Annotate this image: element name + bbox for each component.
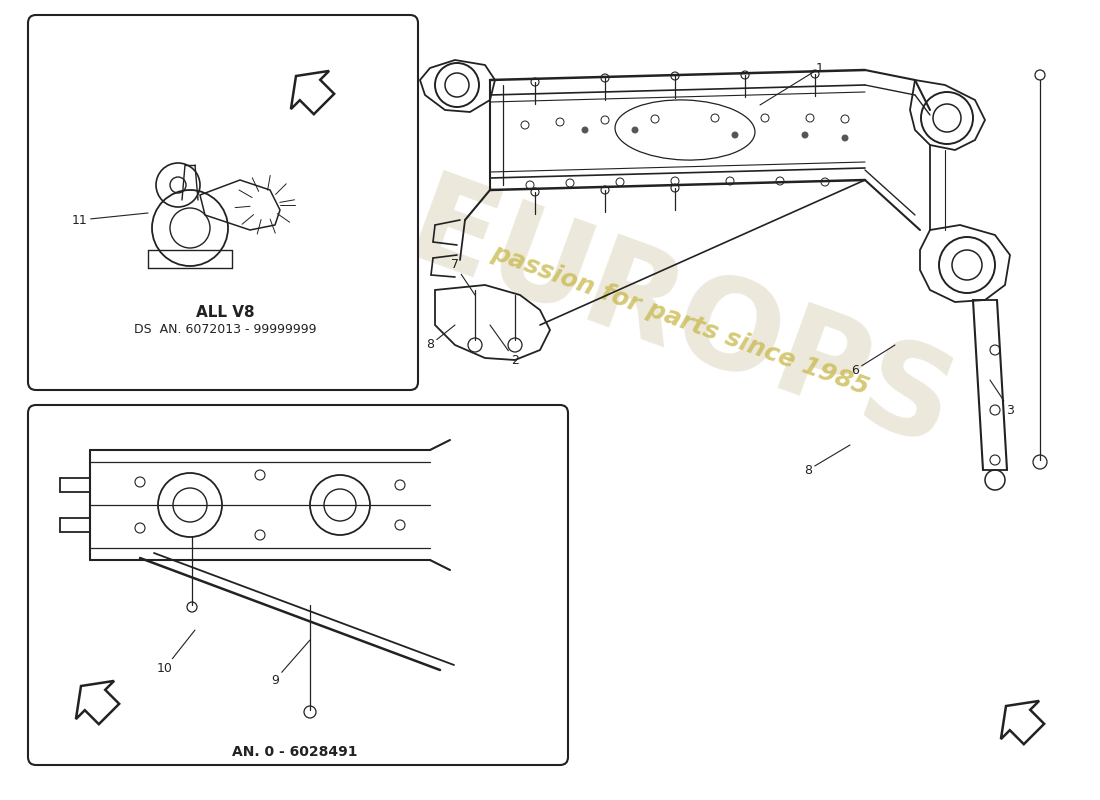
Text: passion for parts since 1985: passion for parts since 1985 (488, 240, 872, 400)
Circle shape (632, 127, 638, 133)
Circle shape (732, 132, 738, 138)
Text: DS  AN. 6072013 - 99999999: DS AN. 6072013 - 99999999 (134, 323, 317, 336)
Polygon shape (290, 71, 334, 114)
Text: EUROPS: EUROPS (390, 166, 969, 474)
Text: 7: 7 (451, 258, 475, 295)
Text: AN. 0 - 6028491: AN. 0 - 6028491 (232, 745, 358, 759)
Circle shape (842, 135, 848, 141)
FancyBboxPatch shape (28, 15, 418, 390)
Polygon shape (76, 681, 119, 724)
Text: 1: 1 (760, 62, 824, 105)
FancyBboxPatch shape (28, 405, 568, 765)
Text: 6: 6 (851, 345, 895, 377)
Text: 11: 11 (73, 213, 148, 226)
Circle shape (582, 127, 588, 133)
Text: ALL V8: ALL V8 (196, 305, 254, 320)
Text: 8: 8 (426, 325, 455, 351)
Circle shape (802, 132, 808, 138)
Text: 3: 3 (990, 380, 1014, 417)
Text: 2: 2 (490, 325, 519, 366)
Text: 8: 8 (804, 445, 850, 477)
Text: 9: 9 (271, 640, 310, 686)
Text: 10: 10 (157, 630, 195, 674)
Polygon shape (1001, 701, 1044, 744)
